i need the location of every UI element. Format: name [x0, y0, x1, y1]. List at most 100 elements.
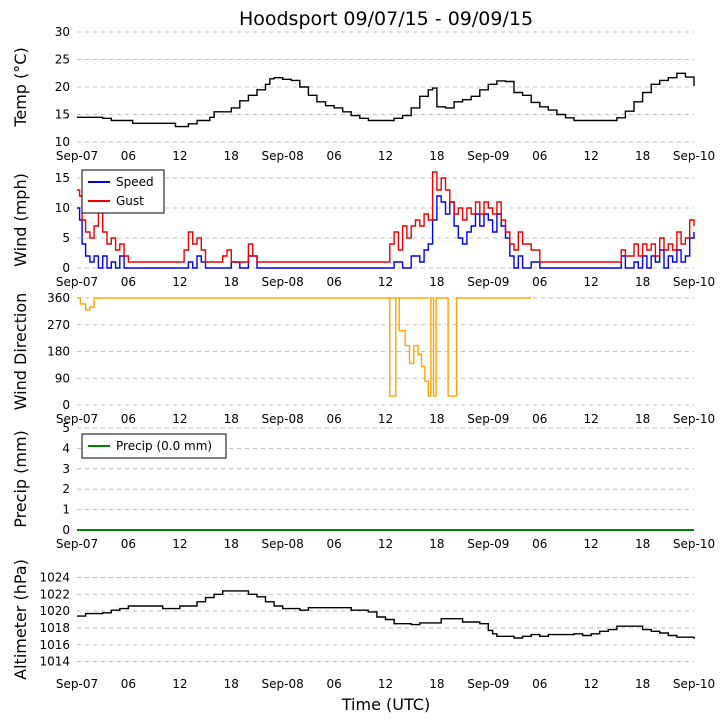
- x-tick-label: 12: [378, 275, 393, 289]
- x-tick-label: 12: [378, 537, 393, 551]
- x-tick-label: Sep-10: [673, 275, 715, 289]
- panel-wind: 0 5 10 15 Sep-07 06 12 18 Sep-08 06 12 18 Sep-09 06 12…: [11, 169, 715, 289]
- y-tick-label: 20: [55, 80, 70, 94]
- x-tick-label: 12: [172, 275, 187, 289]
- y-axis-label: Precip (mm): [11, 430, 30, 528]
- x-tick-label: Sep-07: [56, 537, 98, 551]
- legend-label: Speed: [116, 175, 154, 189]
- y-tick-label: 10: [55, 135, 70, 149]
- y-tick-label: 1018: [39, 621, 70, 635]
- x-tick-label: 18: [429, 275, 444, 289]
- x-tick-label: 06: [121, 537, 136, 551]
- y-tick-label: 1016: [39, 638, 70, 652]
- legend-box: [81, 169, 165, 214]
- x-tick-label: 18: [429, 412, 444, 426]
- x-tick-label: 06: [326, 537, 341, 551]
- y-tick-label: 4: [62, 441, 70, 455]
- y-axis-label: Temp (°C): [11, 47, 30, 127]
- panel-wind_direction: 0 90 180 270 360 Sep-07 06 12 18 Sep-08 06 12 18 Sep-…: [11, 291, 715, 426]
- y-tick-label: 360: [47, 291, 70, 305]
- x-tick-label: Sep-08: [262, 412, 304, 426]
- x-tick-label: Sep-09: [467, 677, 509, 691]
- y-tick-label: 1: [62, 503, 70, 517]
- chart-title: Hoodsport 09/07/15 - 09/09/15: [239, 8, 533, 30]
- x-tick-label: Sep-10: [673, 149, 715, 163]
- y-axis-label: Altimeter (hPa): [11, 559, 30, 680]
- x-tick-label: Sep-07: [56, 275, 98, 289]
- x-tick-label: Sep-10: [673, 537, 715, 551]
- y-axis-label: Wind Direction: [11, 293, 30, 411]
- y-tick-label: 1014: [39, 655, 70, 669]
- y-tick-label: 270: [47, 318, 70, 332]
- series-line-wind_direction-0: [77, 297, 532, 397]
- x-tick-label: 18: [429, 677, 444, 691]
- x-tick-label: 12: [378, 412, 393, 426]
- x-tick-label: 18: [224, 537, 239, 551]
- x-tick-label: 06: [121, 412, 136, 426]
- x-tick-label: Sep-08: [262, 537, 304, 551]
- x-tick-label: 18: [635, 677, 650, 691]
- y-axis-label: Wind (mph): [11, 173, 30, 267]
- y-tick-label: 5: [62, 231, 70, 245]
- y-tick-label: 1024: [39, 570, 70, 584]
- x-tick-label: Sep-10: [673, 677, 715, 691]
- panel-temperature: 10 15 20 25 30 Sep-07 06 12 18 Sep-08 06 12 18 Sep-09…: [11, 25, 715, 163]
- y-tick-label: 180: [47, 345, 70, 359]
- series-line-altimeter-0: [77, 590, 695, 639]
- x-tick-label: Sep-08: [262, 275, 304, 289]
- y-tick-label: 3: [62, 462, 70, 476]
- x-tick-label: 12: [584, 149, 599, 163]
- x-tick-label: Sep-09: [467, 537, 509, 551]
- x-tick-label: 12: [172, 677, 187, 691]
- legend-label: Precip (0.0 mm): [116, 439, 212, 453]
- x-tick-label: 18: [635, 275, 650, 289]
- x-tick-label: 18: [429, 537, 444, 551]
- x-tick-label: Sep-08: [262, 149, 304, 163]
- x-tick-label: Sep-07: [56, 149, 98, 163]
- panel-altimeter: 1014 1016 1018 1020 1022 1024 Sep-07 06 12 18 Sep-…: [11, 559, 715, 691]
- y-tick-label: 90: [55, 371, 70, 385]
- x-tick-label: 18: [224, 149, 239, 163]
- x-tick-label: Sep-08: [262, 677, 304, 691]
- x-tick-label: 12: [584, 677, 599, 691]
- x-tick-label: Sep-09: [467, 412, 509, 426]
- x-tick-label: 18: [635, 412, 650, 426]
- y-tick-label: 10: [55, 201, 70, 215]
- y-tick-label: 30: [55, 25, 70, 39]
- x-tick-label: 06: [532, 275, 547, 289]
- x-tick-label: 18: [429, 149, 444, 163]
- x-tick-label: 06: [326, 149, 341, 163]
- x-tick-label: 18: [635, 149, 650, 163]
- x-axis-label: Time (UTC): [341, 695, 430, 714]
- x-tick-label: 12: [584, 537, 599, 551]
- y-tick-label: 0: [62, 398, 70, 412]
- x-tick-label: 06: [532, 412, 547, 426]
- x-tick-label: 06: [121, 275, 136, 289]
- x-tick-label: 06: [326, 677, 341, 691]
- x-tick-label: Sep-07: [56, 677, 98, 691]
- x-tick-label: Sep-09: [467, 149, 509, 163]
- series-line-wind-0: [77, 195, 695, 269]
- x-tick-label: Sep-10: [673, 412, 715, 426]
- x-tick-label: 12: [172, 412, 187, 426]
- x-tick-label: 12: [378, 677, 393, 691]
- y-tick-label: 5: [62, 421, 70, 435]
- x-tick-label: Sep-07: [56, 412, 98, 426]
- y-tick-label: 1020: [39, 604, 70, 618]
- series-line-wind-1: [77, 171, 695, 263]
- x-tick-label: 12: [584, 412, 599, 426]
- x-tick-label: 06: [532, 677, 547, 691]
- y-tick-label: 25: [55, 53, 70, 67]
- x-tick-label: 06: [326, 412, 341, 426]
- y-tick-label: 15: [55, 108, 70, 122]
- x-tick-label: 12: [172, 149, 187, 163]
- y-tick-label: 0: [62, 523, 70, 537]
- x-tick-label: 18: [224, 275, 239, 289]
- series-line-temperature-0: [77, 72, 695, 128]
- x-tick-label: 12: [378, 149, 393, 163]
- legend-label: Gust: [116, 194, 144, 208]
- y-tick-label: 0: [62, 261, 70, 275]
